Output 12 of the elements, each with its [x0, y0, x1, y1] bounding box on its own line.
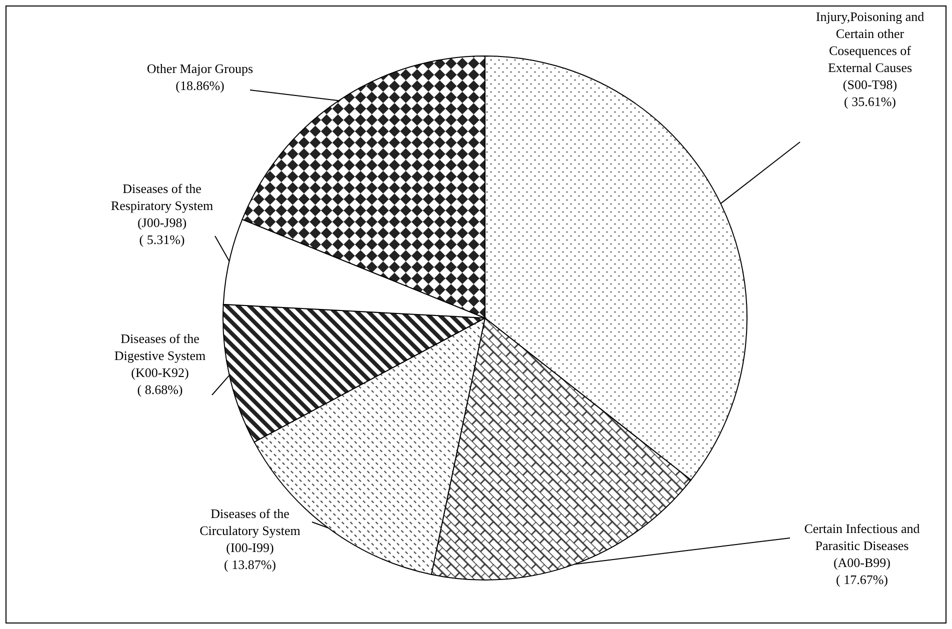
data-label: ( 8.68%) — [137, 382, 183, 397]
data-label: ( 35.61%) — [844, 94, 896, 109]
slice-label: Certain Infectious and Parasitic Diseases (A00-B99) — [804, 521, 920, 570]
data-label: ( 17.67%) — [836, 572, 888, 587]
slice-label: Other Major Groups — [146, 61, 254, 76]
slice-label: Diseases of the Respiratory System (J00-J98) — [110, 181, 214, 230]
slice-label: Diseases of the Digestive System (K00-K92) — [114, 331, 206, 380]
data-label: ( 13.87%) — [224, 557, 276, 572]
data-label: (18.86%) — [176, 78, 224, 93]
data-label: ( 5.31%) — [139, 232, 185, 247]
slice-label: Injury,Poisoning and Certain other Cosequences of External Causes (S00-T98) — [816, 9, 925, 92]
slice-label: Diseases of the Circulatory System (I00-I99) — [200, 506, 300, 555]
